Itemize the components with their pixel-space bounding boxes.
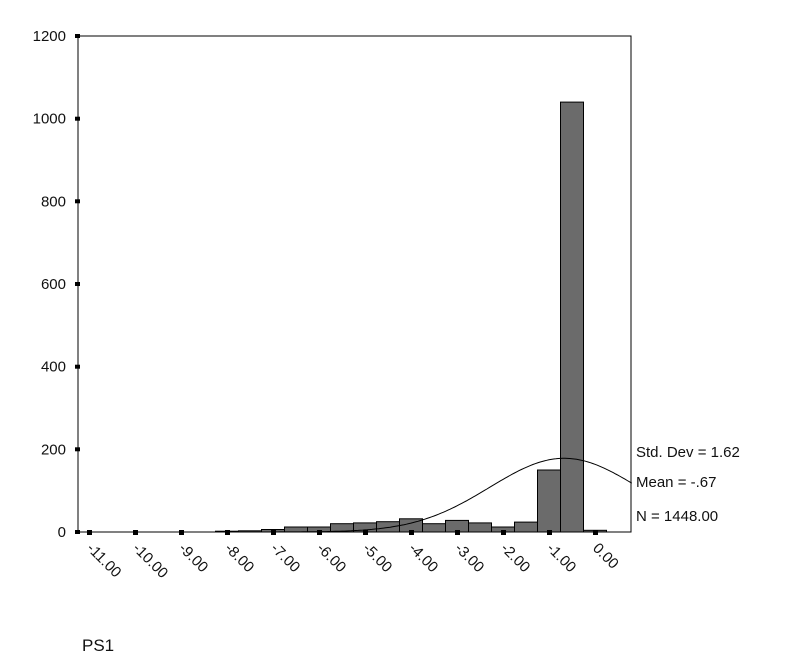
x-tick-mark: [455, 530, 460, 535]
stat-n: N = 1448.00: [636, 508, 718, 525]
x-tick-label: -9.00: [175, 540, 211, 576]
x-tick-mark: [409, 530, 414, 535]
x-tick-mark: [317, 530, 322, 535]
x-tick-label: -8.00: [221, 540, 257, 576]
y-tick-label: 800: [41, 193, 66, 210]
y-tick-label: 0: [58, 524, 66, 541]
y-tick-label: 400: [41, 359, 66, 376]
x-tick-label: -3.00: [451, 540, 487, 576]
y-tick-mark: [75, 34, 80, 38]
histogram-bar: [560, 101, 584, 533]
histogram-bar: [284, 526, 308, 533]
y-tick-mark: [75, 199, 80, 204]
y-tick-label: 1200: [33, 28, 66, 45]
histogram-bar: [514, 521, 538, 533]
stat-std-dev: Std. Dev = 1.62: [636, 444, 740, 461]
x-axis: -11.00 -10.00 -9.00 -8.00 -7.00 -6.00 -5.00 -4.…: [83, 530, 622, 582]
x-tick-mark: [271, 530, 276, 535]
x-tick-mark: [133, 530, 138, 535]
histogram-bar: [537, 469, 561, 533]
histogram-bar: [468, 522, 492, 533]
x-tick-label: -5.00: [359, 540, 395, 576]
x-tick-label: -10.00: [129, 540, 171, 582]
x-tick-mark: [225, 530, 230, 535]
x-tick-mark: [87, 530, 92, 535]
y-tick-mark: [75, 282, 80, 286]
x-tick-label: -4.00: [405, 540, 441, 576]
x-tick-label: -7.00: [267, 540, 303, 576]
y-tick-mark: [75, 116, 80, 121]
y-tick-mark: [75, 447, 80, 452]
x-tick-mark: [363, 530, 368, 535]
x-tick-label: -6.00: [313, 540, 349, 576]
variable-label: PS1: [82, 636, 114, 655]
x-tick-label: -1.00: [543, 540, 579, 576]
x-tick-mark: [501, 530, 506, 535]
y-tick-label: 600: [41, 276, 66, 293]
x-tick-mark: [547, 530, 552, 535]
x-tick-mark: [179, 530, 184, 535]
y-tick-label: 200: [41, 441, 66, 458]
histogram-bar: [376, 521, 400, 533]
x-tick-label: 0.00: [589, 540, 622, 573]
y-tick-mark: [75, 364, 80, 369]
y-axis: 0 200 400 600 800 1000 1200: [33, 28, 80, 541]
x-tick-mark: [593, 530, 598, 535]
x-tick-label: -2.00: [497, 540, 533, 576]
y-tick-mark: [75, 530, 80, 534]
stat-mean: Mean = -.67: [636, 474, 716, 491]
histogram-bar: [422, 523, 446, 533]
plot-frame: [77, 35, 632, 533]
y-tick-label: 1000: [33, 111, 66, 128]
x-tick-label: -11.00: [83, 540, 124, 581]
